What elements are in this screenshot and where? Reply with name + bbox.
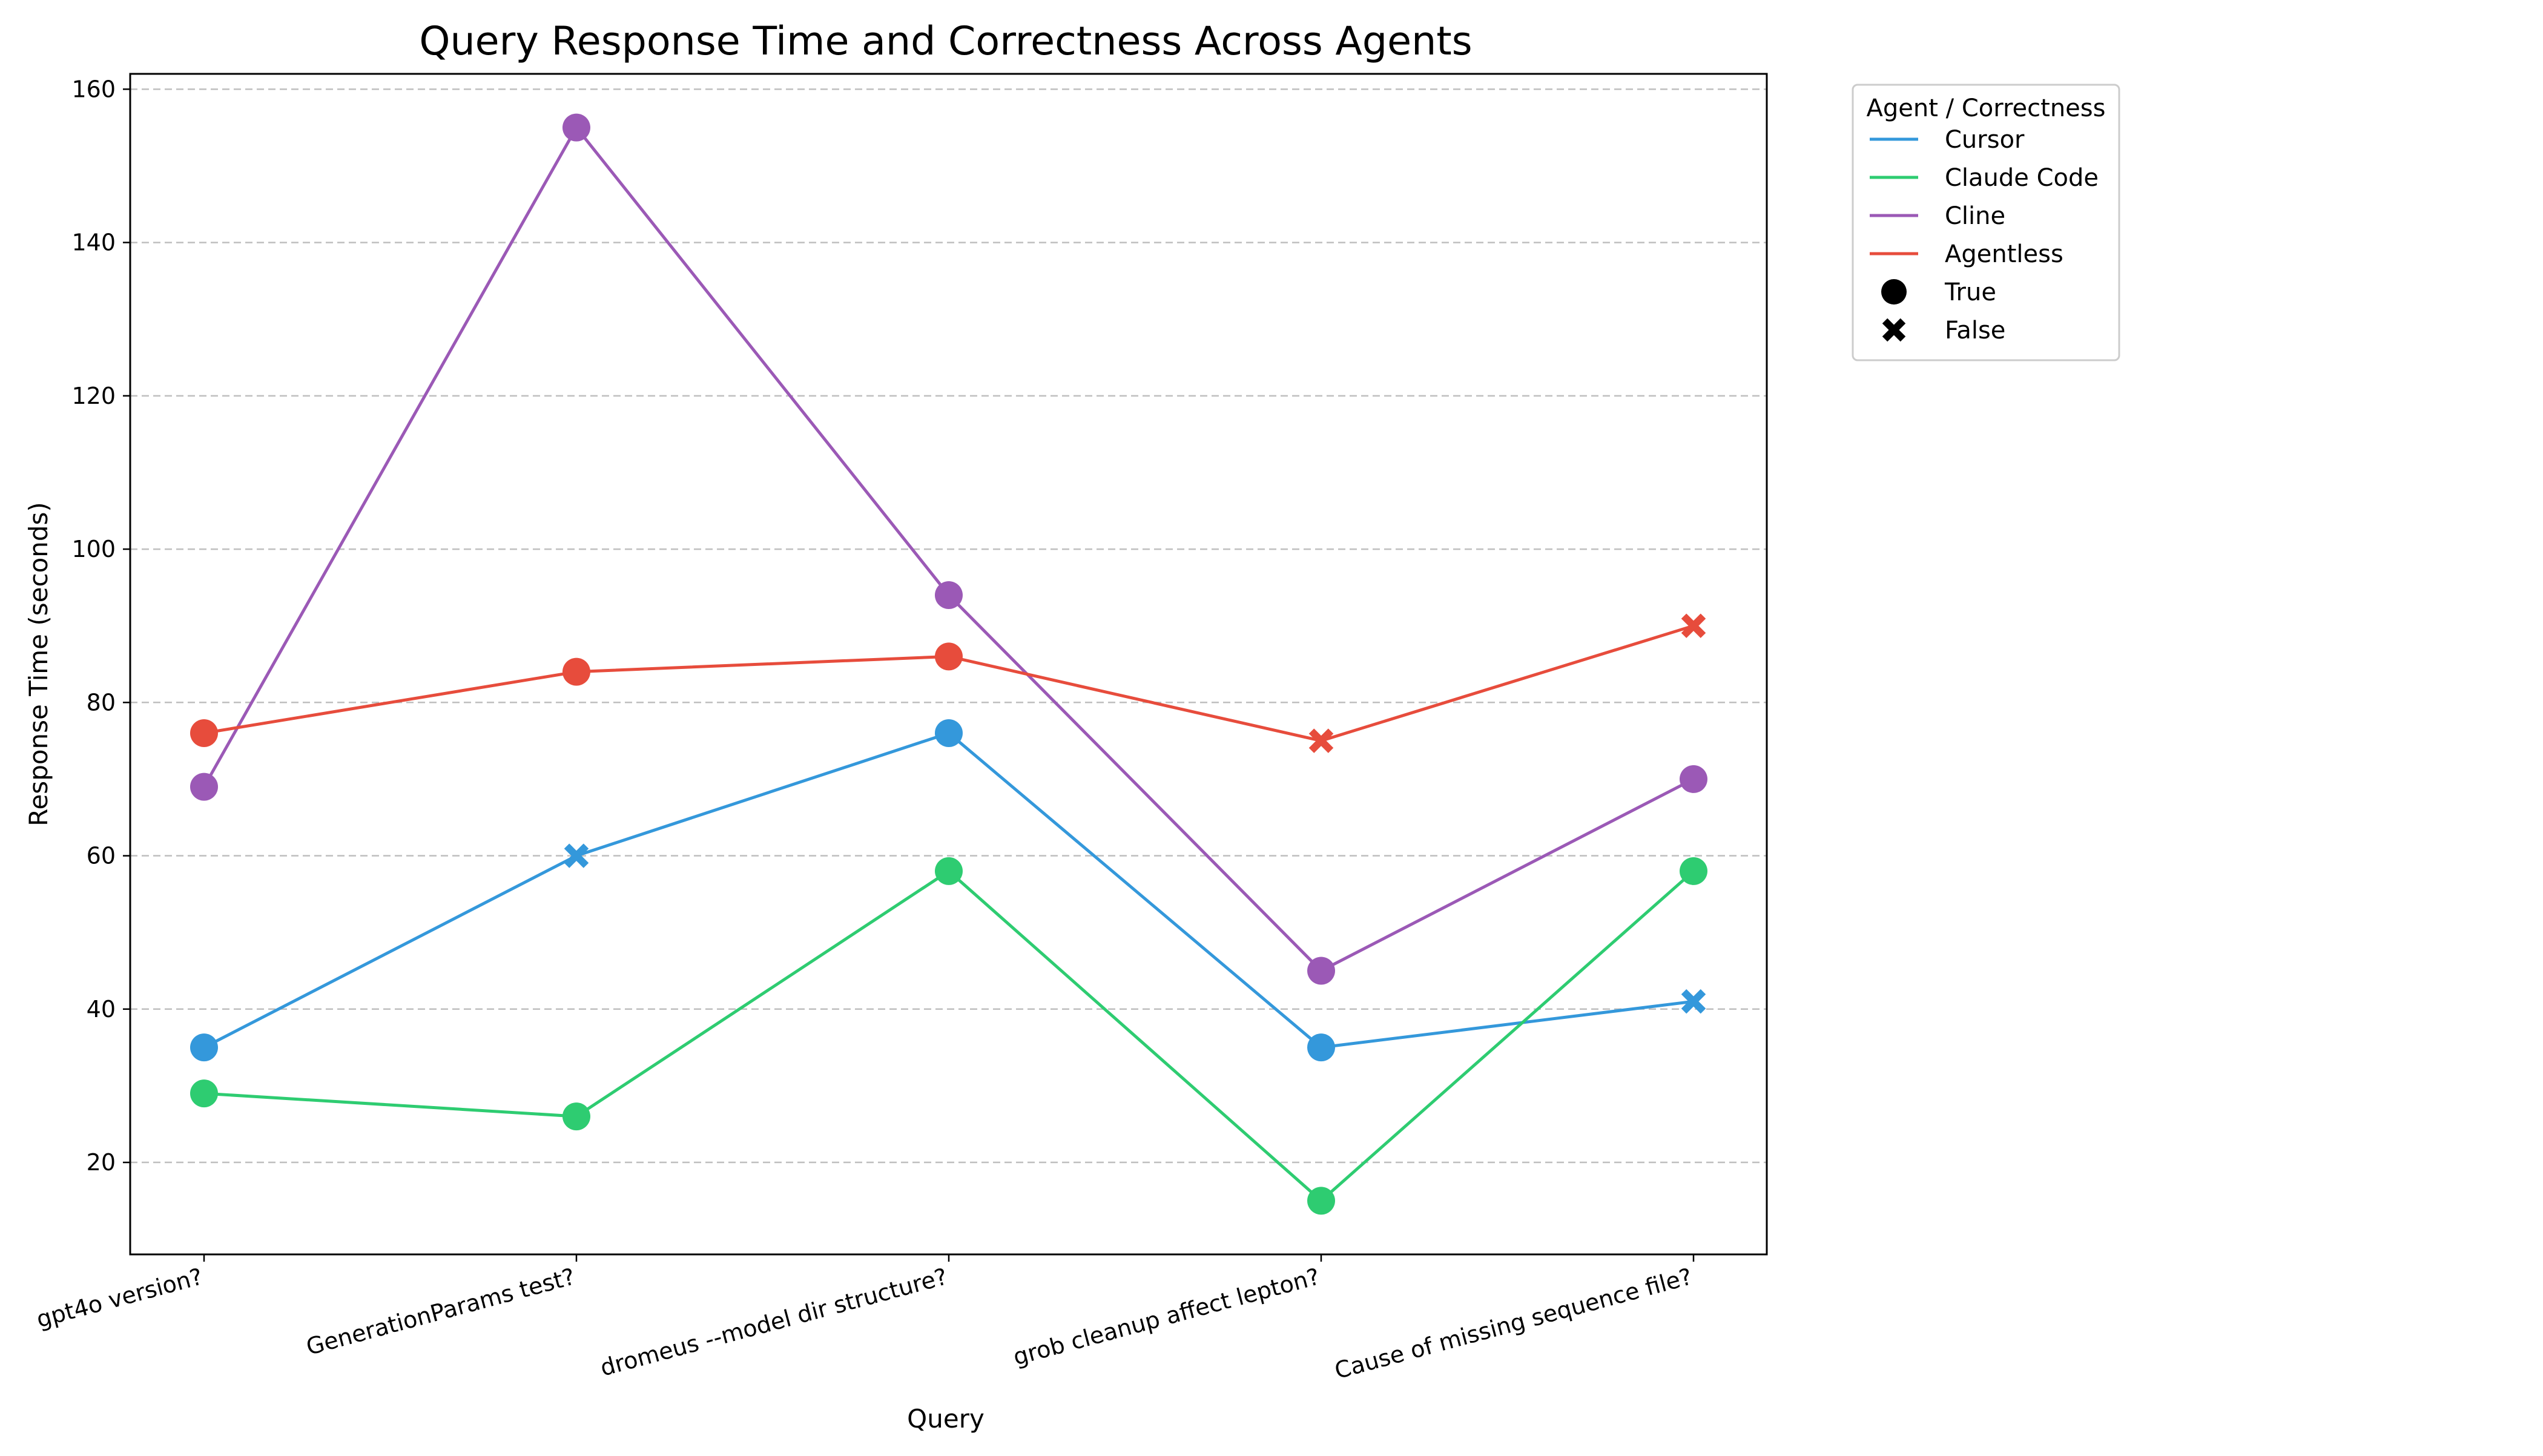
legend-circle-marker <box>1881 279 1907 305</box>
data-point-false <box>1308 728 1334 753</box>
legend-x-marker <box>1882 318 1906 342</box>
data-point-true <box>562 113 590 142</box>
data-point-false <box>1681 613 1706 638</box>
x-tick-label: GenerationParams test? <box>303 1263 578 1360</box>
chart-title: Query Response Time and Correctness Acro… <box>419 19 1472 64</box>
data-point-true <box>190 1033 218 1062</box>
data-point-true <box>562 1102 590 1131</box>
legend: Agent / Correctness Cursor Claude Code Clin… <box>1852 84 2120 361</box>
data-point-true <box>1680 765 1707 793</box>
x-marker-stroke <box>1681 613 1706 638</box>
x-marker-stroke <box>1308 728 1334 753</box>
x-tick-label: gpt4o version? <box>34 1263 206 1332</box>
y-axis-label: Response Time (seconds) <box>24 502 53 826</box>
data-point-true <box>935 642 963 671</box>
legend-label: Cursor <box>1945 126 2025 154</box>
legend-title: Agent / Correctness <box>1867 94 2106 122</box>
data-point-false <box>564 843 589 868</box>
data-point-true <box>935 857 963 885</box>
x-axis-label: Query <box>907 1404 985 1434</box>
data-point-true <box>190 772 218 801</box>
legend-box <box>1852 84 2120 361</box>
data-point-true <box>935 719 963 747</box>
legend-label: Agentless <box>1945 240 2063 268</box>
y-tick-label: 40 <box>87 996 116 1023</box>
series-cline <box>190 113 1707 985</box>
data-point-true <box>1307 957 1335 985</box>
data-point-true <box>935 581 963 610</box>
x-marker-stroke <box>1882 318 1906 342</box>
data-point-true <box>562 657 590 686</box>
data-point-true <box>1307 1033 1335 1062</box>
plot-area: 20 40 60 80 100 120 140 160 gpt4o version? Genera… <box>34 74 1767 1384</box>
data-point-true <box>1307 1187 1335 1215</box>
data-point-true <box>190 719 218 747</box>
legend-label: Claude Code <box>1945 164 2099 192</box>
y-tick-label: 120 <box>71 383 116 409</box>
y-tick-label: 20 <box>87 1149 116 1176</box>
x-marker-stroke <box>564 843 589 868</box>
y-tick-label: 140 <box>71 229 116 256</box>
x-marker-stroke <box>1681 989 1706 1014</box>
y-tick-label: 80 <box>87 689 116 716</box>
series-agentless <box>190 613 1706 753</box>
x-tick-label: dromeus --model dir structure? <box>598 1263 951 1382</box>
series-claude-code <box>190 857 1707 1215</box>
y-tick-label: 60 <box>87 843 116 869</box>
data-point-false <box>1681 989 1706 1014</box>
series-cursor <box>190 719 1706 1062</box>
legend-label: Cline <box>1945 202 2005 230</box>
series-layer <box>190 113 1707 1215</box>
y-tick-label: 100 <box>71 536 116 562</box>
legend-label: False <box>1945 317 2005 344</box>
plot-frame <box>129 73 1768 1256</box>
legend-label: True <box>1944 278 1996 306</box>
x-tick-label: Cause of missing sequence file? <box>1332 1263 1695 1384</box>
y-tick-label: 160 <box>71 76 116 102</box>
data-point-true <box>1680 857 1707 885</box>
data-point-true <box>190 1079 218 1108</box>
x-tick-label: grob cleanup affect lepton? <box>1011 1263 1323 1371</box>
